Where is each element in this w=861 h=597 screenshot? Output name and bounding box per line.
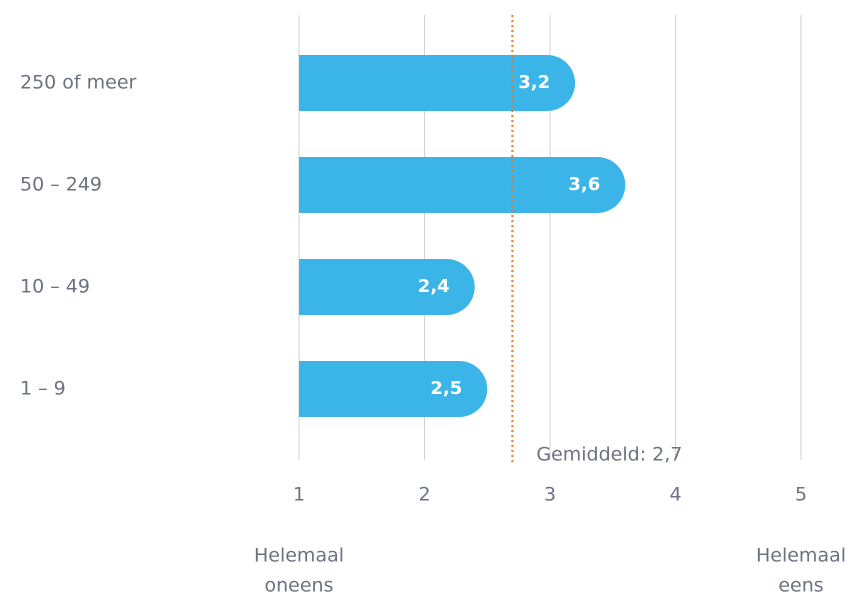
y-tick-label: 50 – 249 <box>20 174 102 196</box>
value-label: 3,6 <box>568 174 600 195</box>
average-label: Gemiddeld: 2,7 <box>536 444 682 466</box>
y-tick-label: 250 of meer <box>20 72 137 94</box>
bar <box>299 259 475 315</box>
bar <box>299 157 626 213</box>
y-tick-label: 10 – 49 <box>20 276 90 298</box>
x-tick-label: 4 <box>669 484 681 506</box>
axis-end-label: Helemaal <box>254 545 344 567</box>
axis-end-label: oneens <box>265 575 334 597</box>
value-label: 3,2 <box>518 72 550 93</box>
axis-end-label: Helemaal <box>756 545 846 567</box>
x-tick-label: 2 <box>418 484 430 506</box>
value-label: 2,4 <box>418 276 450 297</box>
axis-end-label: eens <box>778 575 823 597</box>
x-tick-label: 1 <box>293 484 305 506</box>
value-label: 2,5 <box>430 378 462 399</box>
bar <box>299 55 576 111</box>
x-tick-label: 3 <box>544 484 556 506</box>
y-tick-label: 1 – 9 <box>20 378 66 400</box>
bar <box>299 361 488 417</box>
x-tick-label: 5 <box>795 484 807 506</box>
